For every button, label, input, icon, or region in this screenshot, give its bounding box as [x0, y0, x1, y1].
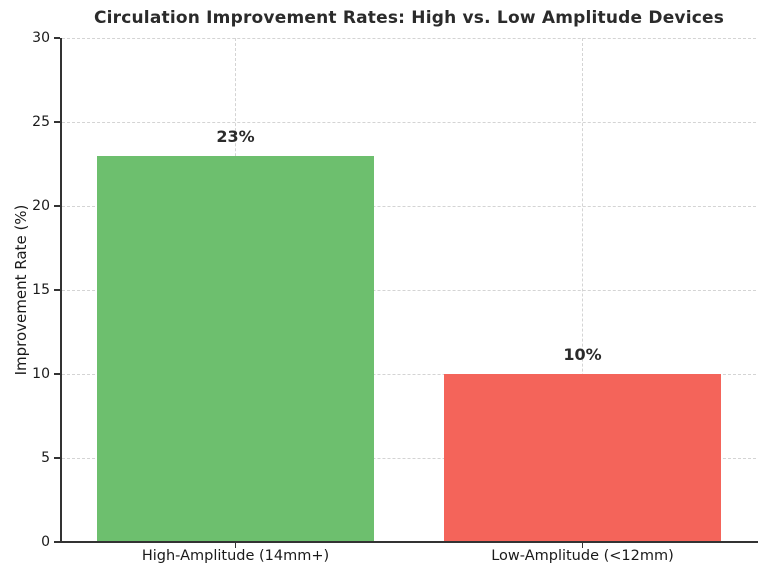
y-tick-mark — [54, 541, 60, 543]
y-tick-mark — [54, 205, 60, 207]
x-tick-mark — [581, 543, 584, 548]
y-tick-mark — [54, 457, 60, 459]
x-tick-mark — [234, 543, 237, 548]
x-tick-label: High-Amplitude (14mm+) — [141, 548, 330, 564]
gridline-horizontal — [62, 289, 756, 291]
y-tick-label: 0 — [41, 534, 50, 550]
gridline-horizontal — [62, 205, 756, 207]
y-tick-label: 25 — [32, 114, 50, 130]
y-tick-label: 5 — [41, 450, 50, 466]
y-axis-spine — [60, 38, 62, 543]
plot-area: 23% 10% — [62, 37, 756, 542]
bar-value-label: 23% — [216, 126, 255, 146]
gridline-horizontal — [62, 121, 756, 123]
y-tick-mark — [54, 37, 60, 39]
bar-value-label: 10% — [563, 345, 602, 364]
y-tick-label: 10 — [32, 366, 50, 382]
gridline-horizontal — [62, 457, 756, 459]
bar-low-amplitude — [443, 374, 722, 542]
gridline-horizontal — [62, 37, 756, 39]
y-tick-label: 20 — [32, 198, 50, 214]
y-tick-label: 30 — [32, 30, 50, 46]
x-axis-spine — [60, 541, 758, 543]
y-tick-mark — [54, 373, 60, 375]
chart-title: Circulation Improvement Rates: High vs. … — [93, 8, 725, 28]
gridline-horizontal — [62, 373, 756, 375]
y-tick-mark — [54, 289, 60, 291]
y-tick-mark — [54, 121, 60, 123]
gridline-vertical — [582, 38, 583, 542]
x-tick-label: Low-Amplitude (<12mm) — [491, 548, 674, 564]
bar-high-amplitude — [96, 155, 375, 542]
y-tick-label: 15 — [32, 282, 50, 298]
